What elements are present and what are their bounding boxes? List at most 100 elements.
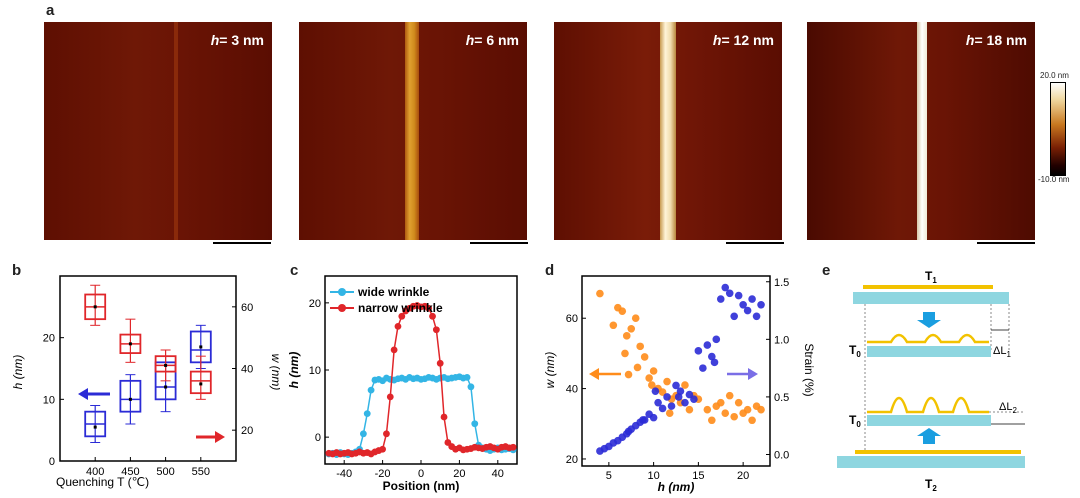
chart-c-legend: wide wrinkle narrow wrinkle <box>330 285 443 315</box>
chart-d-ytick-right-label: 0.0 <box>774 449 789 461</box>
chart-b-box-w <box>154 355 177 373</box>
chart-d-point-w <box>627 324 636 333</box>
chart-c-point <box>383 430 390 438</box>
chart-c-point <box>436 359 444 367</box>
chart-c-point <box>390 346 398 354</box>
afm-h-symbol-2: h <box>465 32 475 48</box>
chart-b-ytick-left-label: 20 <box>43 333 55 345</box>
chart-d-point-w <box>685 405 694 414</box>
chart-d-xtick-label: 20 <box>737 470 749 482</box>
chart-d-point-strain <box>663 393 671 401</box>
chart-d-point-w <box>621 349 629 358</box>
chart-b-ytick-right-label: 60 <box>241 302 253 314</box>
chart-b-mean-w <box>128 342 132 346</box>
chart-d-blue-arrow <box>727 368 758 380</box>
panel-e-label: e <box>822 262 831 279</box>
chart-b-mean-w <box>164 363 168 367</box>
chart-d-point-strain <box>739 300 747 309</box>
chart-c-xtick-label: 0 <box>418 468 424 480</box>
colorbar-max-label: 20.0 nm <box>1040 71 1069 80</box>
chart-d-ylabel-right: Strain (%) <box>802 343 816 396</box>
chart-b-xtick-label: 500 <box>156 466 174 478</box>
chart-d-point-strain <box>658 404 667 413</box>
chart-d-xtick-label: 5 <box>606 470 612 482</box>
chart-b-ylabel-left: h (nm) <box>11 355 25 390</box>
chart-d-point-w <box>618 307 627 315</box>
afm-image-4: h= 18 nm <box>807 22 1035 240</box>
chart-d-point-strain <box>667 402 676 410</box>
chart-b-ylabel-right: w (nm) <box>269 354 280 391</box>
chart-c-point <box>363 410 371 418</box>
afm-h-value-3: = 12 nm <box>721 32 774 48</box>
chart-d-point-w <box>663 377 671 386</box>
chart-c-xtick-label: -20 <box>375 468 391 480</box>
chart-b-xtick-label: 550 <box>192 466 210 478</box>
chart-c-xtick-label: 20 <box>453 468 465 480</box>
cooling-arrow <box>917 312 941 328</box>
afm-h-symbol-4: h <box>965 32 975 48</box>
chart-b-mean-h <box>93 425 97 429</box>
chart-c-ylabel: h (nm) <box>287 352 301 389</box>
scale-bar-2 <box>470 242 528 244</box>
panel-b-label: b <box>12 262 22 279</box>
afm-image-2: h= 6 nm <box>299 22 527 240</box>
afm-image-3: h= 12 nm <box>554 22 782 240</box>
chart-d-orange-arrow <box>589 368 621 380</box>
chart-c-xlabel: Position (nm) <box>383 479 460 493</box>
chart-c-ytick-label: 0 <box>315 432 321 444</box>
label-dl1: ΔL1 <box>993 345 1011 359</box>
chart-c-point <box>432 326 440 334</box>
label-t0-second: T0 <box>849 413 861 429</box>
chart-d-point-w <box>596 289 604 298</box>
chart-d-point-w <box>665 409 674 418</box>
chart-d-point-strain <box>624 427 633 436</box>
chart-d-point-strain <box>725 289 734 298</box>
chart-d-point-w <box>743 405 752 414</box>
chart-c-point <box>463 373 471 381</box>
chart-c-point <box>367 386 375 394</box>
colorbar-min-label: -10.0 nm <box>1038 175 1070 184</box>
legend-narrow-wrinkle: narrow wrinkle <box>358 301 443 315</box>
chart-d-point-w <box>658 388 667 396</box>
chart-b-ytick-left-label: 10 <box>43 394 55 406</box>
bottom-film <box>855 450 1021 454</box>
chart-d-point-w <box>633 363 642 372</box>
chart-d-point-strain <box>676 387 685 395</box>
chart-b-xlabel: Quenching T (℃) <box>56 475 149 489</box>
colorbar <box>1050 82 1066 176</box>
chart-d-ytick-left-label: 60 <box>566 313 578 325</box>
chart-d-point-w <box>730 412 738 421</box>
chart-d-point-strain <box>681 398 689 407</box>
chart-d-point-strain <box>757 300 765 309</box>
scale-bar-1 <box>213 242 271 244</box>
chart-b-ytick-left-label: 0 <box>49 456 55 468</box>
chart-b-mean-h <box>164 385 168 389</box>
chart-d-point-strain <box>651 387 660 395</box>
small-wrinkle-film <box>866 333 989 344</box>
chart-d-point-strain <box>694 347 703 355</box>
chart-b-ytick-right-label: 40 <box>241 364 253 376</box>
chart-c-xtick-label: -40 <box>336 468 352 480</box>
chart-c: -40 -20 0 20 40 0 10 20 wide wrinkle narrow wri… <box>287 275 518 493</box>
panel-a-label: a <box>46 2 55 19</box>
chart-d-point-w <box>645 374 653 382</box>
chart-d-point-w <box>708 416 716 425</box>
chart-d-point-strain <box>712 335 721 344</box>
chart-d-point-w <box>681 381 689 389</box>
chart-b-blue-arrow <box>78 388 110 400</box>
chart-c-point <box>429 312 436 320</box>
chart-d-point-strain <box>734 291 743 300</box>
chart-d-point-w <box>622 332 631 340</box>
chart-d-point-w <box>624 370 633 379</box>
chart-d-point-strain <box>730 312 738 321</box>
chart-c-point <box>386 393 394 401</box>
chart-d-point-w <box>757 405 765 414</box>
heating-arrow <box>917 428 941 444</box>
afm-h-symbol-1: h <box>210 32 220 48</box>
chart-c-ytick-label: 20 <box>309 298 321 310</box>
scale-bar-3 <box>726 242 784 244</box>
chart-d-point-strain <box>654 398 662 407</box>
chart-d-xtick-label: 10 <box>647 470 659 482</box>
